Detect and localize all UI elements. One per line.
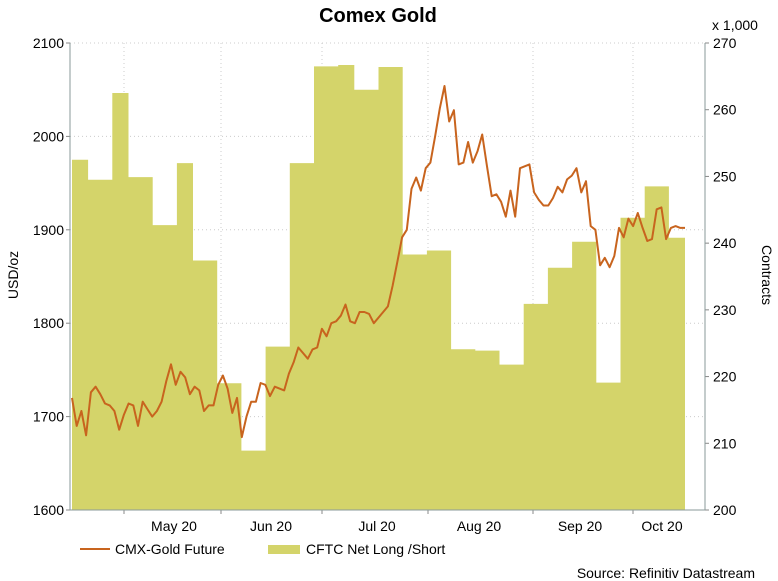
- y-right-tick-label: 260: [713, 102, 737, 118]
- y-right-tick-label: 270: [713, 35, 737, 51]
- y-axis-left-label: USD/oz: [5, 251, 21, 299]
- y-left-tick-label: 1900: [33, 222, 64, 238]
- gold-future-line: [71, 85, 685, 439]
- x-tick-label: Oct 20: [641, 518, 682, 534]
- x-tick-label: Aug 20: [457, 518, 502, 534]
- y-left-tick-label: 1700: [33, 409, 64, 425]
- y-axis-right-label: Contracts: [759, 245, 775, 305]
- legend-label-cftc: CFTC Net Long /Short: [306, 541, 445, 557]
- y-left-tick-label: 1800: [33, 315, 64, 331]
- legend-label-gold: CMX-Gold Future: [115, 541, 225, 557]
- y-left-tick-label: 2100: [33, 35, 64, 51]
- y-right-tick-label: 250: [713, 168, 737, 184]
- gold-line-layer: [71, 85, 685, 439]
- x-tick-label: May 20: [151, 518, 197, 534]
- y-right-tick-label: 230: [713, 302, 737, 318]
- source-note: Source: Refinitiv Datastream: [577, 565, 755, 581]
- axes: [66, 42, 709, 514]
- y-left-tick-label: 2000: [33, 128, 64, 144]
- cftc-area-layer: [72, 65, 685, 510]
- y-right-tick-label: 240: [713, 235, 737, 251]
- y-right-tick-label: 200: [713, 502, 737, 518]
- y-left-tick-label: 1600: [33, 502, 64, 518]
- x-tick-label: Jun 20: [250, 518, 292, 534]
- x-tick-label: Sep 20: [558, 518, 603, 534]
- cftc-net-area: [72, 65, 685, 510]
- right-axis-multiplier: x 1,000: [712, 17, 758, 33]
- legend-swatch-cftc: [268, 545, 300, 554]
- y-right-tick-label: 210: [713, 435, 737, 451]
- tick-labels: 1600 1700 1800 1900 2000 2100 200 210 220 230 240 2…: [33, 35, 737, 534]
- y-right-tick-label: 220: [713, 369, 737, 385]
- x-tick-label: Jul 20: [358, 518, 396, 534]
- legend: CMX-Gold Future CFTC Net Long /Short: [80, 541, 445, 557]
- chart-title: Comex Gold: [319, 5, 437, 27]
